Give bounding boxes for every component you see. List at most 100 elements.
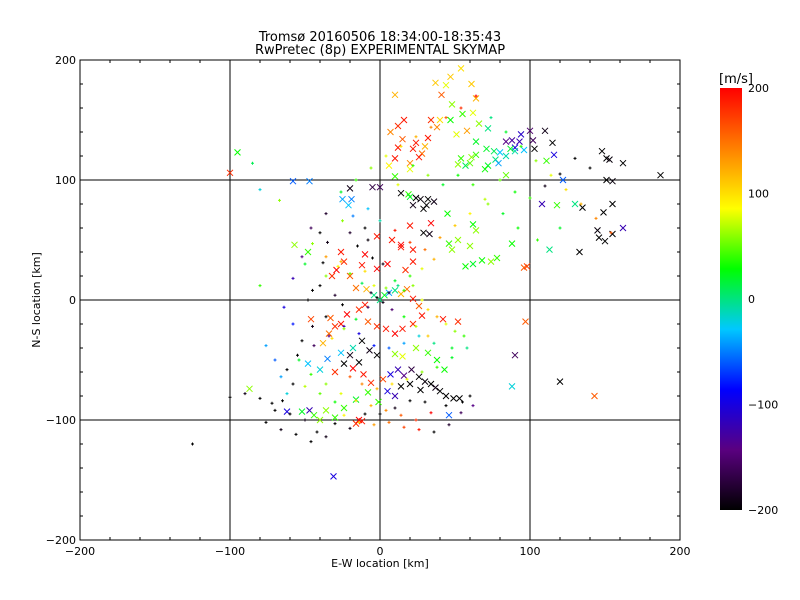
x-marker	[472, 151, 480, 159]
plus-marker	[402, 425, 406, 429]
x-marker	[316, 416, 324, 424]
plus-marker	[408, 399, 412, 403]
plus-marker	[417, 428, 421, 432]
x-marker	[609, 200, 616, 208]
colorbar-tick-label: 100	[748, 188, 769, 201]
x-marker	[526, 127, 534, 135]
plus-marker	[318, 231, 322, 235]
x-marker	[438, 91, 445, 99]
x-marker	[432, 79, 439, 87]
plus-marker	[288, 412, 292, 416]
x-marker	[327, 314, 334, 322]
plus-marker	[579, 202, 583, 206]
plus-marker	[384, 408, 388, 412]
plus-marker	[264, 344, 268, 348]
plus-marker	[462, 334, 466, 338]
x-marker	[364, 389, 372, 396]
x-marker	[409, 258, 417, 265]
x-tick-label: 100	[520, 545, 541, 558]
x-marker	[481, 165, 489, 173]
x-marker	[469, 260, 477, 268]
x-marker	[601, 237, 609, 245]
x-marker	[337, 349, 345, 357]
colorbar-tick-labels: 200 100 0 −100 −200	[748, 82, 778, 517]
x-marker	[382, 325, 390, 333]
x-marker	[598, 147, 606, 155]
x-marker	[406, 222, 414, 229]
plus-marker	[513, 190, 517, 194]
plus-marker	[339, 190, 343, 194]
x-marker	[502, 138, 510, 145]
plus-marker	[354, 317, 358, 321]
plus-marker	[450, 346, 454, 350]
x-marker	[576, 248, 583, 256]
x-marker	[316, 366, 324, 373]
plus-marker	[321, 261, 325, 265]
plus-marker	[342, 327, 346, 331]
x-marker	[444, 210, 451, 217]
x-marker	[399, 135, 406, 143]
plus-marker	[429, 411, 433, 415]
plus-marker	[363, 226, 367, 230]
x-marker	[549, 139, 556, 147]
x-marker	[387, 128, 394, 136]
x-marker	[355, 359, 363, 366]
x-marker	[490, 147, 498, 155]
x-marker	[246, 385, 253, 393]
plus-marker	[339, 392, 343, 396]
x-marker	[340, 360, 348, 367]
colorbar-gradient	[720, 88, 742, 510]
plus-marker	[300, 339, 304, 343]
x-marker	[408, 366, 415, 373]
plus-marker	[303, 384, 307, 388]
plus-marker	[381, 262, 385, 266]
x-marker	[516, 138, 523, 145]
x-marker	[447, 116, 454, 124]
x-marker	[343, 311, 351, 318]
x-marker	[391, 173, 399, 180]
x-marker	[427, 116, 435, 124]
plus-marker	[258, 188, 262, 192]
x-marker	[387, 371, 394, 378]
x-marker	[363, 285, 370, 293]
x-marker	[442, 392, 450, 400]
plus-marker	[588, 166, 592, 170]
colorbar-tick-label: 200	[748, 82, 769, 95]
x-marker	[397, 189, 405, 197]
plus-marker	[363, 269, 367, 273]
x-marker	[391, 350, 399, 358]
x-marker	[424, 349, 432, 357]
x-marker	[468, 80, 475, 88]
x-marker	[609, 177, 616, 185]
colorbar-tick-label: −100	[748, 399, 778, 412]
plus-marker	[378, 412, 382, 416]
plus-marker	[251, 161, 254, 165]
plus-marker	[414, 135, 418, 139]
plus-marker	[420, 370, 424, 374]
plus-marker	[303, 262, 307, 266]
plus-marker	[444, 404, 448, 408]
x-marker	[430, 198, 438, 205]
plus-marker	[311, 242, 314, 246]
plus-marker	[399, 144, 403, 148]
plus-marker	[318, 392, 322, 396]
x-marker	[442, 81, 450, 89]
x-marker	[445, 240, 453, 247]
x-marker	[523, 263, 531, 270]
plus-marker	[408, 274, 412, 278]
plus-marker	[336, 264, 340, 268]
plus-marker	[474, 94, 478, 98]
plus-marker	[402, 315, 406, 319]
x-marker	[399, 353, 406, 360]
x-marker	[412, 139, 420, 147]
plus-marker	[311, 288, 314, 292]
x-marker	[531, 145, 538, 153]
x-marker	[394, 144, 402, 151]
plus-marker	[258, 396, 262, 400]
plus-marker	[324, 274, 328, 278]
plus-marker	[411, 164, 415, 168]
x-marker	[454, 318, 462, 325]
plus-marker	[387, 420, 391, 424]
x-marker	[421, 143, 429, 150]
chart-subtitle: RwPretec (8p) EXPERIMENTAL SKYMAP	[255, 43, 505, 58]
